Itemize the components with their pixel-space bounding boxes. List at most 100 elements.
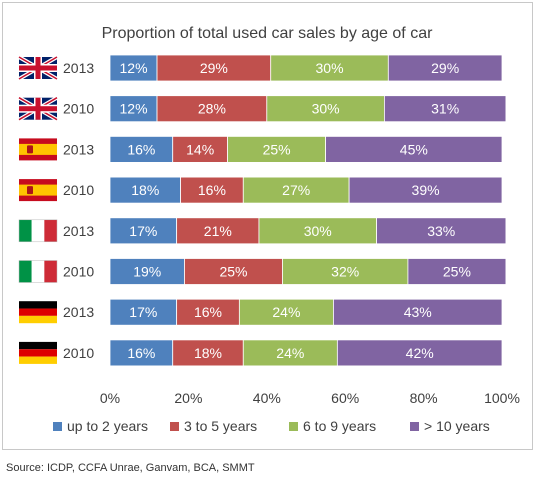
- legend-item: > 10 years: [410, 418, 490, 434]
- bar-segment: [242, 176, 350, 204]
- germany-flag-icon: [19, 301, 57, 324]
- legend-swatch: [170, 422, 179, 431]
- bar-segment: [282, 258, 409, 285]
- bar-segment: [407, 258, 507, 285]
- data-label: 30%: [316, 60, 344, 76]
- legend-swatch: [53, 422, 62, 431]
- italy-flag-white: [31, 260, 45, 283]
- bar-segment: [109, 176, 181, 204]
- data-label: 17%: [129, 304, 157, 320]
- bar-segment: [383, 95, 507, 123]
- legend-item: 3 to 5 years: [170, 418, 257, 434]
- bar-segment: [238, 298, 334, 326]
- bar-segment: [109, 135, 174, 163]
- data-label: 12%: [120, 60, 148, 76]
- legend-item: 6 to 9 years: [289, 418, 376, 434]
- stacked-bar-chart: Proportion of total used car sales by ag…: [17, 25, 520, 434]
- legend-item: up to 2 years: [53, 418, 148, 434]
- data-label: 27%: [282, 182, 310, 198]
- category-label: 2013: [63, 304, 94, 320]
- bar-segment: [242, 339, 338, 367]
- germany-flag-gold: [19, 315, 57, 324]
- data-label: 25%: [263, 141, 291, 157]
- italy-flag-green: [19, 260, 32, 283]
- bar-segment: [336, 339, 503, 367]
- germany-flag-black: [19, 301, 57, 309]
- category-label: 2010: [63, 101, 94, 117]
- data-label: 33%: [427, 223, 455, 239]
- italy-flag-border: [18, 260, 58, 283]
- legend-swatch: [410, 422, 419, 431]
- data-label: 30%: [304, 223, 332, 239]
- data-label: 21%: [204, 223, 232, 239]
- spain-flag-icon: [19, 138, 57, 161]
- data-label: 24%: [276, 345, 304, 361]
- spain-flag-yellow: [19, 143, 57, 155]
- data-label: 16%: [127, 345, 155, 361]
- data-label: 19%: [133, 264, 161, 280]
- italy-flag-white: [31, 219, 45, 242]
- data-label: 29%: [200, 60, 228, 76]
- data-label: 25%: [219, 264, 247, 280]
- legend-label: > 10 years: [424, 418, 490, 434]
- bar-segment: [266, 95, 385, 123]
- bar-segment: [184, 258, 283, 285]
- data-label: 42%: [406, 345, 434, 361]
- germany-flag-black: [19, 341, 57, 350]
- category-label: 2013: [63, 223, 94, 239]
- italy-flag-red: [44, 219, 57, 242]
- data-label: 43%: [404, 304, 432, 320]
- bar-segment: [109, 339, 174, 367]
- bar-segment: [270, 54, 389, 82]
- legend-label: 3 to 5 years: [184, 418, 257, 434]
- bar-segment: [376, 217, 507, 245]
- italy-flag-green: [19, 219, 32, 242]
- chart-title: Proportion of total used car sales by ag…: [102, 25, 434, 42]
- category-label: 2013: [63, 141, 94, 157]
- uk-flag-cross-red: [19, 106, 57, 112]
- x-tick-label: 60%: [331, 390, 359, 406]
- x-tick-label: 40%: [253, 390, 281, 406]
- data-label: 31%: [431, 101, 459, 117]
- data-label: 45%: [400, 141, 428, 157]
- data-label: 32%: [331, 264, 359, 280]
- germany-flag-red: [19, 349, 57, 357]
- spain-flag-icon: [19, 179, 57, 202]
- data-label: 17%: [129, 223, 157, 239]
- germany-flag-red: [19, 308, 57, 316]
- italy-flag-red: [44, 260, 57, 283]
- legend-label: 6 to 9 years: [303, 418, 376, 434]
- data-label: 14%: [186, 141, 214, 157]
- legend-swatch: [289, 422, 298, 431]
- bar-segment: [325, 135, 503, 163]
- italy-flag-icon: [18, 260, 58, 283]
- spain-flag-yellow: [19, 184, 57, 196]
- bar-segment: [387, 54, 503, 82]
- bar-segment: [333, 298, 503, 326]
- x-tick-label: 20%: [174, 390, 202, 406]
- bar-segment: [258, 217, 377, 245]
- data-label: 16%: [194, 304, 222, 320]
- x-tick-label: 80%: [410, 390, 438, 406]
- bar-segment: [109, 95, 158, 123]
- data-label: 18%: [194, 345, 222, 361]
- x-tick-label: 0%: [100, 390, 120, 406]
- bar-segment: [109, 217, 178, 245]
- data-label: 16%: [198, 182, 226, 198]
- bar-segment: [227, 135, 327, 163]
- bar-segment: [180, 176, 244, 204]
- italy-flag-border: [18, 219, 58, 243]
- category-label: 2013: [63, 60, 94, 76]
- spain-flag-emblem: [27, 145, 33, 154]
- category-label: 2010: [63, 182, 94, 198]
- bar-segment: [156, 54, 272, 82]
- italy-flag-icon: [18, 219, 58, 243]
- bar-segment: [156, 95, 268, 123]
- category-label: 2010: [63, 345, 94, 361]
- data-label: 24%: [272, 304, 300, 320]
- legend-label: up to 2 years: [67, 418, 148, 434]
- data-label: 29%: [431, 60, 459, 76]
- germany-flag-icon: [19, 341, 57, 364]
- germany-flag-gold: [19, 356, 57, 364]
- bar-segment: [348, 176, 503, 204]
